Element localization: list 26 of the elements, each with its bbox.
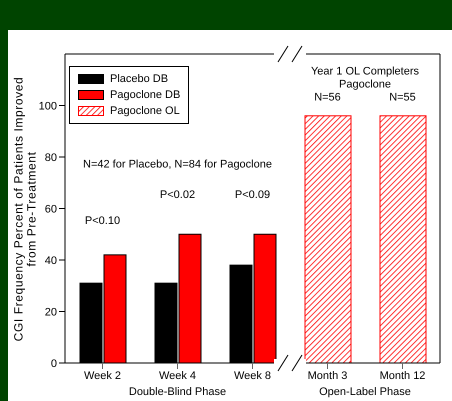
y-axis-title: CGI Frequency Percent of Patients Improved from Pre-Treatment [11,76,38,341]
annotation: N=56 [314,91,341,104]
y-tick-label: 80 [44,152,57,164]
bar [304,115,352,363]
annotation: P<0.02 [160,189,196,202]
text: Double-Blind Phase [128,386,226,398]
y-tick-label: 60 [44,203,57,216]
y-tick-label: 20 [44,306,57,318]
y-tick-label: 40 [44,254,57,267]
annotation: P<0.10 [84,214,120,227]
annotation: P<0.09 [234,189,270,202]
x-tick-label: Month 12 [380,370,426,382]
x-tick-label: Week 2 [84,370,122,382]
y-tick-label: 0 [50,358,57,370]
annotation: N=55 [389,91,416,104]
annotation: Year 1 OL Completers Pagoclone [310,66,420,91]
legend-label: Placebo DB [110,73,168,85]
x-tick-label: Week 8 [234,370,272,382]
x-tick-label: Week 4 [158,370,196,382]
legend-label: Pagoclone DB [110,89,180,101]
bar [380,115,426,363]
text: Open-Label Phase [319,386,411,398]
legend-label: Pagoclone OL [110,105,180,117]
y-tick-label: 100 [38,100,57,112]
x-tick-label: Month 3 [308,370,348,382]
annotation: N=42 for Placebo, N=84 for Pagoclone [83,158,272,170]
